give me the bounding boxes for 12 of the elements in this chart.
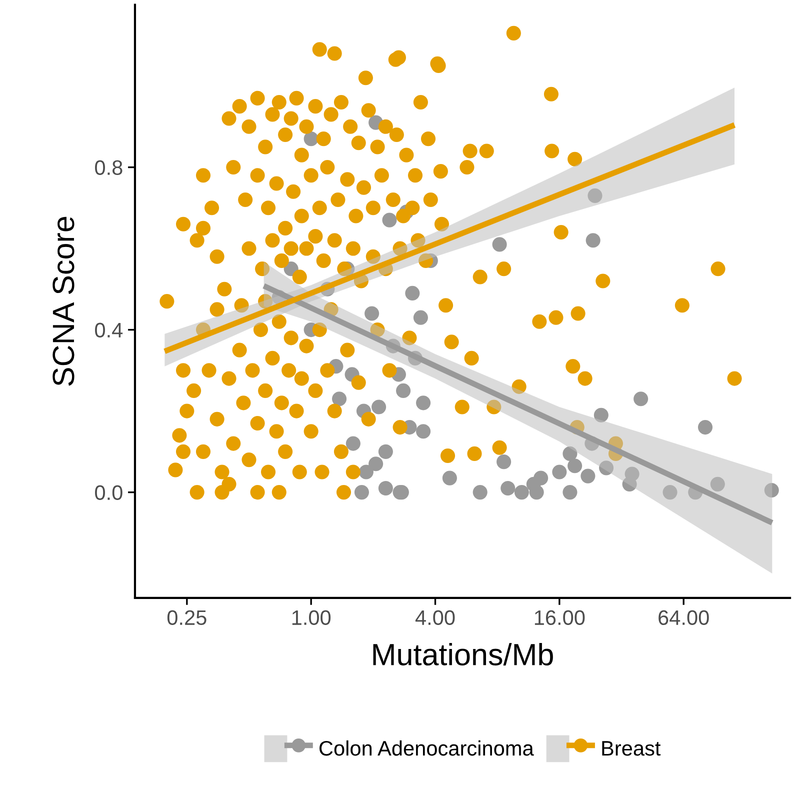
x-tick-label: 1.00 — [292, 610, 331, 626]
x-axis-title: Mutations/Mb — [373, 643, 553, 666]
y-axis-title: SCNA Score — [52, 216, 74, 386]
legend-label: Colon Adenocarcinoma — [320, 740, 534, 756]
x-tick-label: 0.25 — [167, 610, 206, 626]
legend-label: Breast — [602, 741, 661, 756]
y-tick-label: 0.0 — [95, 485, 122, 500]
x-tick-label: 4.00 — [415, 610, 455, 626]
x-tick-label: 64.00 — [658, 610, 709, 626]
y-tick-label: 0.8 — [95, 160, 122, 176]
y-tick-label: 0.4 — [95, 322, 123, 338]
x-tick-label: 16.00 — [534, 610, 585, 626]
